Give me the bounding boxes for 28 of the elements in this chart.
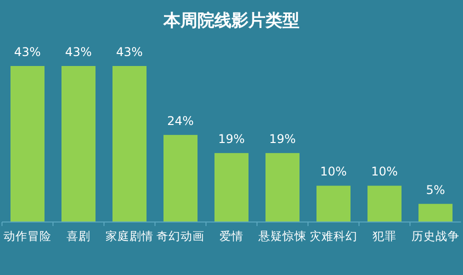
x-tick-label: 爱情 xyxy=(220,229,244,243)
bar xyxy=(368,186,402,222)
bar xyxy=(164,134,198,222)
x-tick-label: 动作冒险 xyxy=(4,229,52,243)
x-tick-label: 喜剧 xyxy=(66,229,90,243)
data-label: 24% xyxy=(167,114,194,128)
bar xyxy=(112,66,146,222)
bar xyxy=(418,204,452,222)
data-label: 43% xyxy=(14,45,41,59)
bar xyxy=(266,153,300,222)
data-label: 43% xyxy=(116,45,143,59)
bar xyxy=(10,66,44,222)
data-label: 19% xyxy=(269,132,296,146)
data-label: 10% xyxy=(371,164,398,179)
x-tick-label: 历史战争 xyxy=(412,229,460,243)
data-label: 43% xyxy=(65,45,92,59)
chart-title: 本周院线影片类型 xyxy=(162,11,300,31)
x-tick-label: 奇幻动画 xyxy=(156,229,204,243)
data-label: 10% xyxy=(320,164,347,179)
x-tick-label: 犯罪 xyxy=(372,229,396,243)
x-tick-label: 灾难科幻 xyxy=(310,229,358,243)
data-label: 5% xyxy=(426,182,446,197)
bar xyxy=(62,66,96,222)
data-label: 19% xyxy=(218,132,245,146)
bar xyxy=(214,153,248,222)
x-tick-label: 家庭剧情 xyxy=(106,229,154,243)
bar xyxy=(316,186,350,222)
x-tick-label: 悬疑惊悚 xyxy=(258,229,306,243)
